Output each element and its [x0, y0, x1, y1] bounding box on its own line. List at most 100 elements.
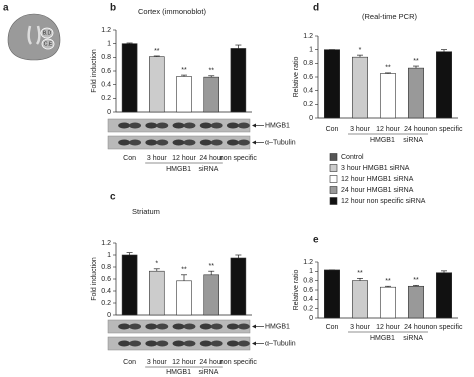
- panel-letter: c: [110, 192, 116, 203]
- blot-arrowhead: [252, 324, 256, 329]
- legend-label: 12 hour non specific siRNA: [341, 198, 426, 205]
- error-bar: [235, 254, 242, 258]
- y-tick-label: 0: [309, 315, 313, 322]
- panel-letter: e: [313, 235, 319, 246]
- blot-band: [199, 323, 212, 330]
- x-tick-label: 24 hour: [404, 126, 428, 133]
- bar: [435, 51, 452, 119]
- blot-band: [237, 323, 250, 330]
- error-bar: [208, 75, 215, 78]
- significance: **: [357, 270, 363, 277]
- significance: *: [155, 261, 158, 268]
- bar: [230, 48, 247, 113]
- x-tick-label: 3 hour: [350, 324, 371, 331]
- x-tick-label: 24 hour: [199, 359, 223, 366]
- legend-label: 12 hour HMGB1 siRNA: [341, 176, 414, 183]
- blot-band: [226, 323, 239, 330]
- error-bar: [385, 285, 391, 288]
- legend-swatch: [329, 197, 338, 205]
- blot-band: [145, 340, 158, 347]
- x-tick-label: non specific: [220, 359, 257, 366]
- bar: [435, 272, 452, 319]
- x-tick-label: non specific: [426, 126, 463, 133]
- blot-band: [118, 122, 131, 129]
- blot-band: [183, 323, 196, 330]
- bar: [351, 56, 368, 119]
- bar: [176, 76, 192, 113]
- significance: **: [413, 58, 419, 65]
- bar: [149, 270, 165, 316]
- bar: [121, 254, 138, 316]
- blot-band: [172, 340, 185, 347]
- significance: **: [385, 278, 391, 285]
- x-tick-label: Con: [326, 324, 339, 331]
- x-tick-label: 3 hour: [147, 359, 168, 366]
- blot-band: [145, 139, 158, 146]
- blot-band: [237, 122, 250, 129]
- blot-band: [183, 340, 196, 347]
- x-tick-label: 12 hour: [376, 324, 400, 331]
- brain-section: [7, 13, 61, 61]
- y-tick-label: 1: [309, 268, 313, 275]
- y-axis-label: Fold induction: [91, 49, 98, 93]
- error-bar: [126, 252, 133, 255]
- x-tick-label: non specific: [426, 324, 463, 331]
- y-tick-label: 0: [107, 312, 111, 319]
- y-tick-label: 0.4: [303, 296, 313, 303]
- chart-title: Cortex (immonoblot): [138, 7, 206, 16]
- y-tick-label: 0.8: [101, 54, 111, 61]
- blot-band: [210, 323, 223, 330]
- legend-swatch: [329, 175, 338, 183]
- blot-band: [237, 139, 250, 146]
- blot-label: α–Tubulin: [265, 139, 296, 146]
- x-tick-label: 24 hour: [199, 155, 223, 162]
- blot-label: α–Tubulin: [265, 340, 296, 347]
- error-bar: [153, 55, 160, 57]
- significance: **: [413, 277, 419, 284]
- blot-band: [210, 122, 223, 129]
- x-tick-label: 12 hour: [172, 155, 196, 162]
- y-tick-label: 0.2: [101, 300, 111, 307]
- significance: **: [385, 65, 391, 72]
- y-tick-label: 1.2: [101, 27, 111, 34]
- panel-letter: b: [110, 3, 116, 14]
- y-tick-label: 0.6: [303, 74, 313, 81]
- y-tick-label: 1.2: [101, 240, 111, 247]
- blot-band: [129, 323, 142, 330]
- region-label: C.E: [44, 41, 53, 47]
- x-tick-label: 3 hour: [147, 155, 168, 162]
- error-bar: [235, 44, 242, 49]
- blot-band: [129, 122, 142, 129]
- group-label: siRNA: [403, 335, 423, 342]
- error-bar: [385, 72, 391, 74]
- bar: [379, 73, 396, 119]
- y-tick-label: 1.2: [303, 33, 313, 40]
- blot-arrowhead: [252, 123, 256, 128]
- y-tick-label: 0.2: [303, 306, 313, 313]
- legend-label: 3 hour HMGB1 siRNA: [341, 165, 410, 172]
- y-tick-label: 0.2: [303, 101, 313, 108]
- y-tick-label: 0.6: [101, 276, 111, 283]
- error-bar: [181, 274, 187, 281]
- bar: [351, 280, 368, 319]
- group-label: siRNA: [403, 137, 423, 144]
- error-bar: [126, 42, 133, 44]
- blot-label: HMGB1: [265, 122, 290, 129]
- blot-band: [172, 323, 185, 330]
- error-bar: [181, 74, 187, 77]
- blot-band: [145, 122, 158, 129]
- y-tick-label: 1: [107, 252, 111, 259]
- y-tick-label: 0.4: [101, 288, 111, 295]
- blot-band: [172, 122, 185, 129]
- legend-label: Control: [341, 154, 364, 161]
- x-tick-label: non specific: [220, 155, 257, 162]
- group-label: HMGB1: [370, 335, 395, 342]
- blot-band: [118, 139, 131, 146]
- blot-band: [226, 139, 239, 146]
- x-tick-label: 12 hour: [172, 359, 196, 366]
- legend-label: 24 hour HMGB1 siRNA: [341, 187, 414, 194]
- bar: [323, 49, 340, 119]
- y-tick-label: 1: [107, 41, 111, 48]
- error-bar: [413, 65, 419, 69]
- blot-band: [199, 122, 212, 129]
